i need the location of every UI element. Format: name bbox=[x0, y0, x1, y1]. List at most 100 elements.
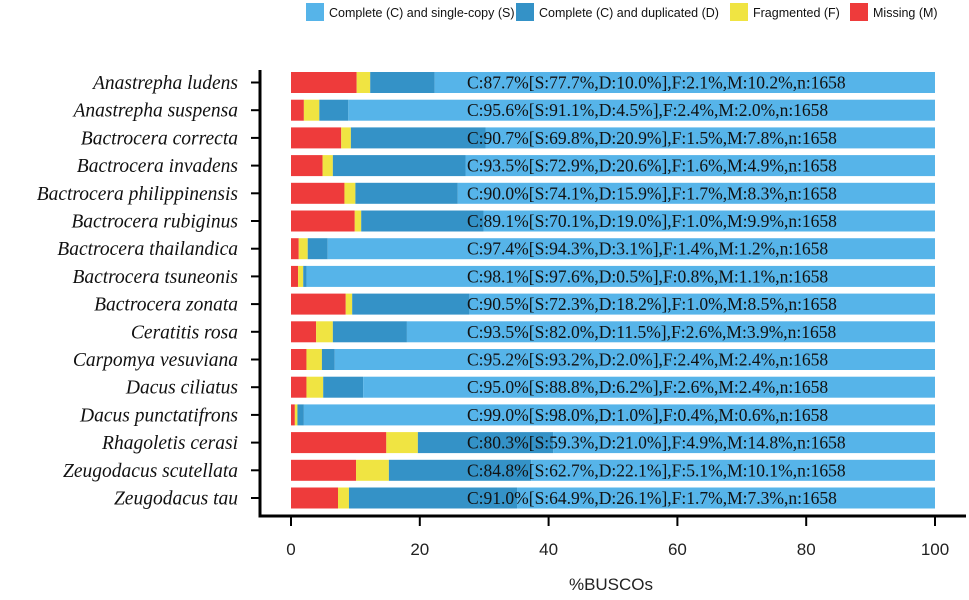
bar-annotation-zeugodacus-tau: C:91.0%[S:64.9%,D:26.1%],F:1.7%,M:7.3%,n… bbox=[467, 488, 837, 508]
species-label-bactrocera-rubiginus: Bactrocera rubiginus bbox=[71, 212, 238, 233]
bar-bactrocera-invadens-f bbox=[322, 155, 333, 177]
bar-rhagoletis-cerasi-d bbox=[417, 432, 554, 454]
bar-ceratitis-rosa-d bbox=[332, 321, 407, 343]
species-label-bactrocera-tsuneonis: Bactrocera tsuneonis bbox=[72, 267, 238, 288]
bar-anastrepha-suspensa-d bbox=[319, 99, 349, 121]
bar-zeugodacus-tau-d bbox=[348, 487, 518, 509]
bar-bactrocera-thailandica-m bbox=[291, 238, 299, 260]
species-label-anastrepha-ludens: Anastrepha ludens bbox=[91, 73, 238, 94]
bar-annotation-carpomya-vesuviana: C:95.2%[S:93.2%,D:2.0%],F:2.4%,M:2.4%,n:… bbox=[467, 350, 828, 370]
bar-annotation-bactrocera-thailandica: C:97.4%[S:94.3%,D:3.1%],F:1.4%,M:1.2%,n:… bbox=[467, 239, 828, 259]
bar-dacus-punctatifrons-m bbox=[291, 404, 295, 426]
bar-bactrocera-zonata-f bbox=[345, 293, 353, 315]
bar-ceratitis-rosa-m bbox=[291, 321, 317, 343]
species-labels: Anastrepha ludens Anastrepha suspensa Bact… bbox=[37, 73, 239, 510]
bar-bactrocera-correcta-m bbox=[291, 127, 342, 149]
legend-swatch-m bbox=[850, 3, 868, 21]
legend-swatch-s bbox=[306, 3, 324, 21]
species-label-rhagoletis-cerasi: Rhagoletis cerasi bbox=[101, 433, 238, 454]
bar-annotation-bactrocera-philippinensis: C:90.0%[S:74.1%,D:15.9%],F:1.7%,M:8.3%,n… bbox=[467, 183, 837, 203]
legend-label-m: Missing (M) bbox=[873, 6, 938, 20]
bar-carpomya-vesuviana-f bbox=[306, 349, 322, 370]
legend: Complete (C) and single-copy (S) Complete… bbox=[306, 3, 938, 21]
bar-zeugodacus-tau-f bbox=[338, 487, 349, 509]
legend-label-s: Complete (C) and single-copy (S) bbox=[329, 6, 515, 20]
bar-zeugodacus-scutellata-d bbox=[388, 459, 532, 481]
bar-carpomya-vesuviana-s bbox=[334, 349, 935, 370]
species-label-carpomya-vesuviana: Carpomya vesuviana bbox=[73, 350, 238, 371]
legend-label-f: Fragmented (F) bbox=[753, 6, 840, 20]
bar-bactrocera-tsuneonis-m bbox=[291, 265, 299, 287]
bar-annotation-bactrocera-correcta: C:90.7%[S:69.8%,D:20.9%],F:1.5%,M:7.8%,n… bbox=[467, 128, 837, 148]
bar-bactrocera-philippinensis-d bbox=[355, 182, 458, 204]
bar-ceratitis-rosa-f bbox=[316, 321, 333, 343]
bar-bactrocera-thailandica-f bbox=[298, 238, 308, 260]
x-tick-label: 20 bbox=[410, 540, 429, 559]
bar-bactrocera-correcta-d bbox=[350, 127, 486, 149]
species-label-dacus-ciliatus: Dacus ciliatus bbox=[125, 378, 238, 399]
bar-bactrocera-philippinensis-m bbox=[291, 182, 345, 204]
bar-bactrocera-zonata-m bbox=[291, 293, 346, 315]
x-tick-label: 80 bbox=[797, 540, 816, 559]
x-tick-label: 100 bbox=[921, 540, 949, 559]
bar-bactrocera-zonata-s bbox=[469, 293, 935, 315]
x-tick-label: 40 bbox=[539, 540, 558, 559]
bar-dacus-ciliatus-s bbox=[363, 376, 935, 398]
bar-annotation-dacus-punctatifrons: C:99.0%[S:98.0%,D:1.0%],F:0.4%,M:0.6%,n:… bbox=[467, 405, 828, 425]
bar-dacus-ciliatus-f bbox=[306, 376, 324, 398]
bar-annotations: C:87.7%[S:77.7%,D:10.0%],F:2.1%,M:10.2%,… bbox=[467, 73, 846, 509]
bar-bactrocera-invadens-s bbox=[465, 155, 935, 177]
bar-bactrocera-tsuneonis-s bbox=[306, 265, 936, 287]
bar-bactrocera-philippinensis-s bbox=[457, 182, 935, 204]
bar-bactrocera-rubiginus-d bbox=[361, 210, 484, 232]
bar-carpomya-vesuviana-m bbox=[291, 349, 307, 370]
bar-bactrocera-invadens-m bbox=[291, 155, 323, 177]
bar-anastrepha-ludens-f bbox=[356, 72, 371, 93]
bars bbox=[291, 72, 936, 509]
species-label-bactrocera-invadens: Bactrocera invadens bbox=[77, 156, 238, 177]
bar-bactrocera-correcta-s bbox=[485, 127, 935, 149]
bar-dacus-ciliatus-m bbox=[291, 376, 307, 398]
bar-bactrocera-rubiginus-f bbox=[354, 210, 362, 232]
bar-annotation-anastrepha-suspensa: C:95.6%[S:91.1%,D:4.5%],F:2.4%,M:2.0%,n:… bbox=[467, 100, 828, 120]
bar-bactrocera-thailandica-d bbox=[307, 238, 328, 260]
bar-ceratitis-rosa-s bbox=[406, 321, 935, 343]
bar-dacus-punctatifrons-d bbox=[297, 404, 304, 426]
x-tick-label: 60 bbox=[668, 540, 687, 559]
bar-annotation-anastrepha-ludens: C:87.7%[S:77.7%,D:10.0%],F:2.1%,M:10.2%,… bbox=[467, 73, 846, 93]
bar-zeugodacus-scutellata-m bbox=[291, 459, 357, 481]
bar-zeugodacus-tau-s bbox=[517, 487, 935, 509]
bar-annotation-rhagoletis-cerasi: C:80.3%[S:59.3%,D:21.0%],F:4.9%,M:14.8%,… bbox=[467, 433, 846, 453]
bar-rhagoletis-cerasi-m bbox=[291, 432, 387, 454]
legend-swatch-f bbox=[730, 3, 748, 21]
species-label-bactrocera-correcta: Bactrocera correcta bbox=[81, 128, 238, 149]
axes: 0 20 40 60 80 100 bbox=[251, 70, 966, 559]
species-label-zeugodacus-scutellata: Zeugodacus scutellata bbox=[63, 461, 238, 482]
bar-anastrepha-ludens-m bbox=[291, 72, 357, 93]
bar-bactrocera-tsuneonis-f bbox=[298, 265, 304, 287]
species-label-anastrepha-suspensa: Anastrepha suspensa bbox=[72, 101, 239, 122]
bar-annotation-zeugodacus-scutellata: C:84.8%[S:62.7%,D:22.1%],F:5.1%,M:10.1%,… bbox=[467, 460, 846, 480]
bar-annotation-dacus-ciliatus: C:95.0%[S:88.8%,D:6.2%],F:2.6%,M:2.4%,n:… bbox=[467, 377, 828, 397]
bar-annotation-bactrocera-rubiginus: C:89.1%[S:70.1%,D:19.0%],F:1.0%,M:9.9%,n… bbox=[467, 211, 837, 231]
bar-bactrocera-zonata-d bbox=[352, 293, 470, 315]
bar-bactrocera-rubiginus-m bbox=[291, 210, 355, 232]
bar-rhagoletis-cerasi-s bbox=[553, 432, 935, 454]
bar-bactrocera-rubiginus-s bbox=[483, 210, 935, 232]
bar-bactrocera-correcta-f bbox=[341, 127, 351, 149]
bar-anastrepha-ludens-s bbox=[434, 72, 935, 93]
bar-zeugodacus-tau-m bbox=[291, 487, 339, 509]
bar-anastrepha-suspensa-f bbox=[303, 99, 320, 121]
bar-rhagoletis-cerasi-f bbox=[386, 432, 418, 454]
legend-label-d: Complete (C) and duplicated (D) bbox=[539, 6, 719, 20]
bar-bactrocera-tsuneonis-d bbox=[303, 265, 307, 287]
bar-bactrocera-invadens-d bbox=[332, 155, 466, 177]
bar-annotation-bactrocera-zonata: C:90.5%[S:72.3%,D:18.2%],F:1.0%,M:8.5%,n… bbox=[467, 294, 837, 314]
species-label-dacus-punctatifrons: Dacus punctatifrons bbox=[79, 405, 238, 426]
bar-dacus-ciliatus-d bbox=[323, 376, 364, 398]
bar-annotation-ceratitis-rosa: C:93.5%[S:82.0%,D:11.5%],F:2.6%,M:3.9%,n… bbox=[467, 322, 837, 342]
bar-zeugodacus-scutellata-s bbox=[531, 459, 935, 481]
bar-anastrepha-suspensa-s bbox=[348, 99, 935, 121]
x-axis-title: %BUSCOs bbox=[569, 575, 653, 594]
